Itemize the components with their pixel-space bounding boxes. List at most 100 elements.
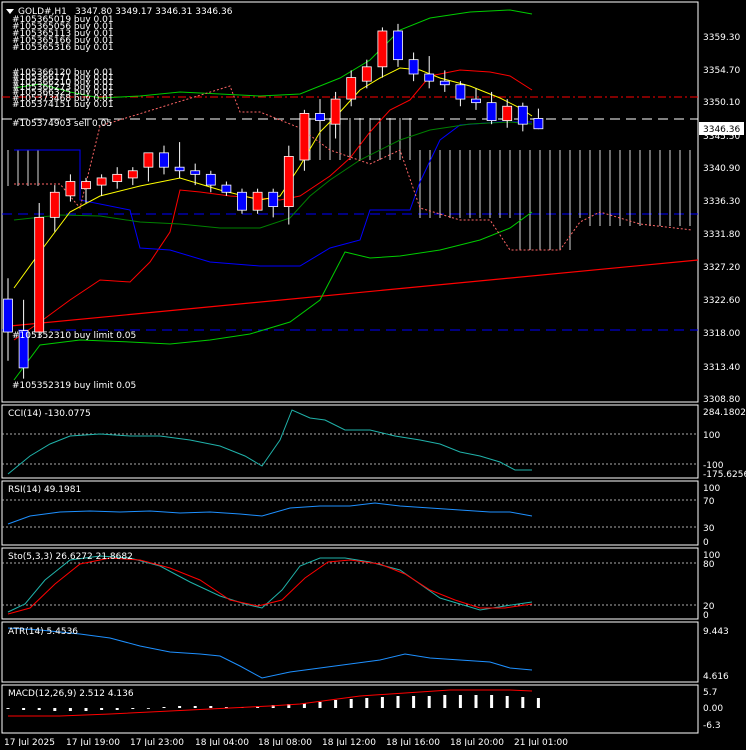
cloud-hatch (7, 118, 691, 250)
price-tick: 3322.60 (703, 296, 740, 306)
order-label: #105365316 buy 0.01 (12, 43, 114, 53)
macd-scale: 5.7 (703, 688, 717, 698)
macd-bar (443, 695, 447, 708)
moving-average-green (13, 121, 533, 229)
price-tick: 3359.30 (703, 33, 740, 43)
candle-bull (112, 173, 123, 182)
macd-bar (318, 702, 322, 708)
macd-bar (37, 708, 41, 710)
current-price-box (699, 122, 744, 135)
cci-scale: 100 (703, 431, 720, 441)
cci-scale: -100 (703, 461, 724, 471)
candle-bull (81, 181, 91, 190)
macd-bar (146, 708, 150, 709)
order-label: #105365113 buy 0.01 (12, 29, 114, 39)
candle-bear (237, 191, 247, 211)
macd-bar (131, 708, 135, 709)
order-label: #105366171 buy 0.01 (12, 73, 114, 83)
price-tick: 3327.20 (703, 263, 740, 273)
candle-bull (127, 170, 138, 179)
candle-bear (424, 73, 435, 82)
time-axis: 17 Jul 2025 17 Jul 19:00 17 Jul 23:00 18… (4, 738, 568, 748)
price-tick: 3313.40 (703, 363, 740, 373)
time-tick: 18 Jul 04:00 (195, 738, 249, 746)
price-tick: 3340.90 (703, 164, 740, 174)
candle-bear (159, 152, 169, 168)
price-tick: 3336.30 (703, 197, 740, 207)
chart-ohlc: 3347.80 3349.17 3346.31 3346.36 (75, 7, 233, 17)
atr-scale: 9.443 (703, 627, 729, 637)
order-label: #105365019 buy 0.01 (12, 15, 114, 25)
candle-bull (299, 113, 310, 161)
macd-bar (521, 697, 525, 708)
macd-bar (287, 704, 291, 708)
macd-bar (427, 696, 431, 708)
cci-line (7, 409, 532, 475)
macd-scale: 0.00 (703, 704, 723, 714)
sto-scale: 20 (703, 602, 715, 612)
rsi-label: RSI(14) 49.1981 (8, 485, 81, 495)
candle-bear (439, 80, 450, 86)
sto-scale: 80 (703, 560, 715, 570)
bollinger-lower-line (13, 211, 533, 381)
price-tick: 3350.10 (703, 98, 740, 108)
macd-bar (53, 708, 57, 711)
candle-bull (346, 77, 357, 100)
macd-bar (505, 696, 509, 708)
order-labels: #105365019 buy 0.01 #105365056 buy 0.01 … (12, 15, 136, 391)
order-label: #105374151 buy 0.01 (12, 100, 114, 110)
macd-bar (115, 708, 119, 710)
candle-bull (283, 156, 294, 208)
macd-bar (536, 698, 540, 708)
order-label: #105366210 buy 0.01 (12, 78, 114, 88)
price-axis: 3359.30 3354.70 3350.10 3345.50 3340.90 … (699, 33, 744, 405)
candle-bear (517, 105, 528, 125)
macd-bar (209, 706, 213, 708)
bollinger-upper-line (13, 9, 533, 99)
candle-bull (330, 98, 341, 125)
buy-limit-label: #105352319 buy limit 0.05 (12, 381, 136, 391)
moving-average-blue (14, 121, 532, 267)
candle-bull (143, 152, 154, 168)
macd-bar (271, 705, 275, 708)
macd-scale: -6.3 (703, 721, 721, 731)
atr-scale: 4.616 (703, 672, 729, 682)
dotted-orange-line (14, 85, 693, 251)
atr-line (7, 627, 533, 679)
atr-label: ATR(14) 5.4536 (8, 627, 78, 637)
order-label: #105366120 buy 0.01 (12, 68, 114, 78)
price-tick: 3308.80 (703, 395, 740, 405)
time-tick: 18 Jul 16:00 (386, 738, 440, 746)
time-tick: 18 Jul 20:00 (450, 738, 504, 746)
rsi-scale: 0 (703, 538, 709, 548)
candle-bear (486, 102, 497, 121)
candle-bull (34, 216, 45, 333)
time-tick: 17 Jul 19:00 (66, 738, 120, 746)
buy-limit-label: #105352310 buy limit 0.05 (12, 331, 136, 341)
candle-bear (455, 84, 466, 100)
main-panel-frame (1, 1, 699, 403)
price-tick: 3345.50 (703, 132, 740, 142)
macd-bar (396, 696, 400, 708)
time-tick: 17 Jul 23:00 (130, 738, 184, 746)
time-tick: 18 Jul 08:00 (258, 738, 312, 746)
macd-bar (490, 695, 494, 708)
collapse-arrow-icon[interactable] (6, 9, 14, 14)
order-label: #105373468 buy 0.01 (12, 94, 114, 104)
candle-bear (221, 184, 232, 193)
candles-group (3, 23, 544, 379)
trendline[interactable] (9, 259, 699, 327)
candle-bull (361, 66, 372, 82)
sto-main-line (7, 555, 533, 613)
macd-bar (458, 695, 462, 708)
macd-bar (6, 708, 10, 709)
candle-bull (49, 191, 60, 218)
rsi-scale: 30 (703, 524, 715, 534)
order-label: #105365056 buy 0.01 (12, 22, 114, 32)
order-label: #105366325 buy 0.01 (12, 88, 114, 98)
candle-bull (65, 181, 76, 197)
candle-bull (377, 30, 388, 68)
candle-bear (408, 59, 419, 75)
candle-bear (205, 173, 216, 186)
